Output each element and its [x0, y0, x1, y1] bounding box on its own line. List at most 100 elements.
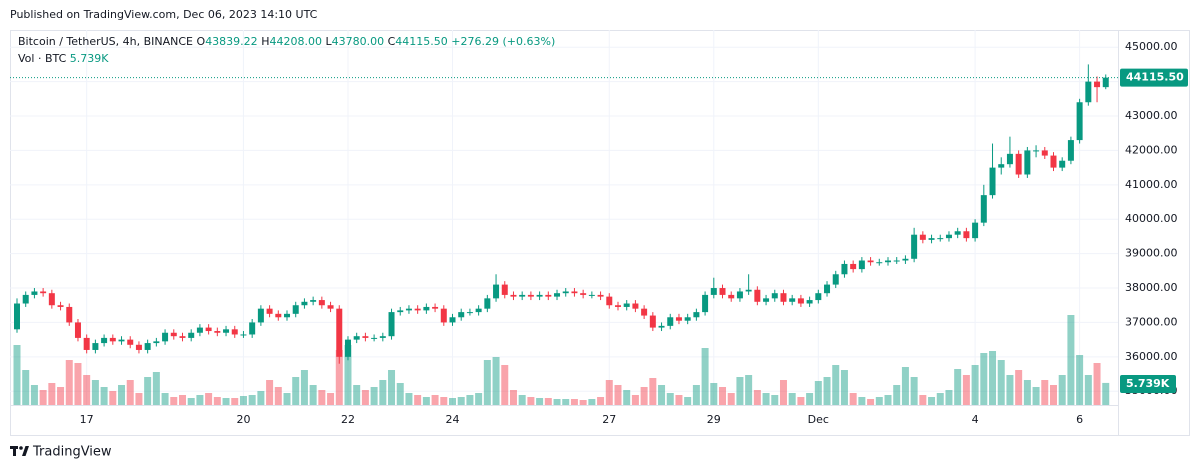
ohlc-l: 43780.00	[332, 35, 385, 48]
volume-bar	[196, 395, 204, 405]
candle-body	[606, 296, 613, 306]
volume-bar	[274, 387, 282, 405]
volume-bar	[1102, 382, 1110, 405]
volume-bar	[318, 390, 326, 405]
volume-value-box	[1120, 375, 1176, 393]
candle-body	[1015, 153, 1022, 175]
volume-bar	[814, 381, 822, 405]
candle-body	[876, 262, 883, 264]
candle-body	[301, 301, 308, 306]
candle-body	[850, 263, 857, 270]
volume-value-label: 5.739K	[1126, 377, 1170, 390]
candle-body	[118, 339, 125, 342]
candle-body	[414, 308, 421, 311]
candle-body	[919, 234, 926, 240]
candle-body	[980, 195, 987, 223]
candle-body	[719, 288, 726, 295]
candle-body	[911, 234, 918, 259]
volume-bar	[631, 395, 639, 405]
volume-bar	[579, 400, 587, 405]
volume-bar	[779, 380, 787, 405]
candle-body	[937, 238, 944, 240]
volume-bar	[649, 378, 657, 405]
volume-bar	[309, 385, 317, 405]
candle-body	[893, 260, 900, 262]
volume-bar	[684, 397, 692, 405]
volume-bar	[1023, 380, 1031, 405]
volume-bar	[231, 398, 239, 405]
volume-bar	[178, 395, 186, 405]
x-tick-label: 29	[707, 413, 721, 426]
volume-title: Vol · BTC	[18, 52, 67, 65]
candle-body	[797, 298, 804, 304]
x-tick-label: 20	[236, 413, 250, 426]
candle-body	[1102, 77, 1109, 88]
candle-body	[771, 293, 778, 299]
last-price-label: 44115.50	[1126, 71, 1184, 84]
candle-body	[1033, 150, 1040, 152]
candle-body	[214, 331, 221, 333]
candle-body	[127, 339, 134, 345]
candle-body	[449, 317, 456, 323]
volume-bar	[745, 375, 753, 405]
volume-bar	[536, 398, 544, 405]
candle-body	[902, 258, 909, 261]
price-pane	[14, 64, 1109, 364]
volume-bar	[135, 393, 143, 405]
candle-body	[31, 291, 38, 295]
candle-body	[371, 337, 378, 339]
volume-bar	[161, 393, 169, 405]
volume-bar	[292, 377, 300, 405]
candle-body	[101, 337, 108, 344]
volume-bar	[1032, 387, 1040, 405]
volume-bar	[588, 399, 596, 405]
volume-bar	[74, 363, 82, 405]
volume-bar	[875, 397, 883, 405]
volume-bar	[170, 397, 178, 405]
candle-body	[824, 284, 831, 294]
candle-body	[1085, 81, 1092, 103]
candle-body	[1094, 81, 1101, 88]
volume-bar	[867, 399, 875, 405]
candle-body	[675, 317, 682, 321]
volume-bar	[1058, 375, 1066, 405]
y-tick-label: 36000.00	[1125, 350, 1178, 363]
candle-body	[954, 231, 961, 235]
volume-bar	[370, 387, 378, 405]
volume-bar	[248, 395, 256, 405]
ohlc-o: 43839.22	[205, 35, 258, 48]
candle-body	[57, 305, 64, 307]
candle-body	[205, 327, 212, 332]
volume-bar	[466, 395, 474, 405]
volume-bar	[213, 397, 221, 405]
candle-body	[466, 312, 473, 314]
candle-body	[405, 308, 412, 311]
candle-body	[1050, 155, 1057, 168]
volume-legend: Vol · BTC 5.739K	[18, 52, 109, 65]
ohlc-h-label: H	[261, 35, 269, 48]
volume-bar	[597, 397, 605, 405]
candle-body	[353, 336, 360, 340]
candle-body	[963, 231, 970, 239]
candle-body	[588, 294, 595, 296]
candle-body	[475, 308, 482, 313]
ohlc-c-label: C	[388, 35, 396, 48]
volume-bar	[457, 397, 465, 405]
volume-bar	[118, 385, 126, 405]
volume-bar	[832, 365, 840, 405]
volume-bar	[65, 360, 73, 405]
candle-body	[388, 312, 395, 337]
volume-bar	[257, 391, 265, 405]
y-tick-label: 42000.00	[1125, 143, 1178, 156]
candle-body	[179, 336, 186, 338]
volume-bar	[152, 372, 160, 405]
volume-bar	[884, 395, 892, 405]
ohlc-h: 44208.00	[269, 35, 322, 48]
candle-body	[432, 306, 439, 309]
candle-body	[458, 312, 465, 318]
volume-bar	[22, 370, 30, 405]
volume-bar	[1076, 355, 1084, 405]
volume-bar	[396, 383, 404, 405]
axes: 35000.0036000.0037000.0038000.0039000.00…	[10, 40, 1188, 426]
grid	[10, 30, 1118, 405]
